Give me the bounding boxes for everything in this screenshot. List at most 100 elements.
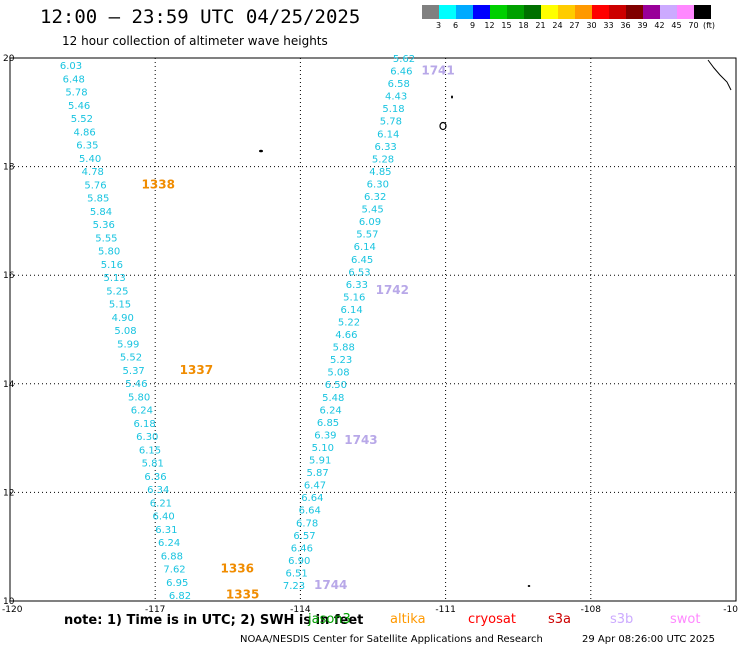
island-dot [259,149,263,153]
wave-height-value: 6.95 [166,578,188,589]
legend-swatch [456,5,473,19]
coastline [259,59,732,587]
legend-label: 30 [586,21,597,30]
wave-height-value: 6.30 [136,432,158,443]
wave-height-value: 5.76 [84,180,106,191]
pass-time-label: 1744 [314,578,347,592]
wave-height-value: 4.78 [82,167,104,178]
mission-label-swot: swot [670,612,701,627]
island-dot [451,95,453,99]
wave-height-value: 6.51 [285,568,307,579]
legend-label: 70 [688,21,699,30]
wave-height-value: 5.10 [312,443,334,454]
map-title: 12:00 – 23:59 UTC 04/25/2025 [40,6,361,28]
coastline-segment [707,59,732,91]
gridlines [10,58,736,601]
legend-label: 12 [484,21,495,30]
lon-tick-label: -10 [723,605,738,615]
wave-height-value: 5.87 [306,468,328,479]
legend-swatches [422,5,715,19]
mission-label-s3a: s3a [548,612,572,627]
wave-height-value: 5.25 [106,286,128,297]
legend-label: 42 [654,21,665,30]
lon-tick-label: -120 [2,605,23,615]
mission-label-altika: altika [390,612,426,627]
wave-height-value: 6.30 [367,179,389,190]
legend-swatch [677,5,694,19]
wave-height-value: 6.03 [60,61,82,72]
legend-label: 18 [518,21,529,30]
wave-height-value: 5.16 [343,292,365,303]
map-frame [9,57,737,602]
legend-swatch [524,5,541,19]
wave-height-value: 5.88 [333,343,355,354]
wave-height-value: 6.14 [340,305,362,316]
legend-label: 24 [552,21,563,30]
wave-height-value: 4.86 [73,127,95,138]
footer-timestamp: 29 Apr 08:26:00 UTC 2025 [582,634,715,645]
lat-tick-label: 10 [3,597,15,607]
wave-height-value: 6.14 [354,242,376,253]
pass-time-label: 1743 [344,433,377,447]
wave-height-value: 5.99 [117,339,139,350]
legend-label: 21 [535,21,546,30]
wave-height-value: 5.62 [393,54,415,65]
lat-tick-label: 12 [3,488,14,498]
wave-height-value: 6.15 [139,445,161,456]
legend-swatch [490,5,507,19]
wave-height-value: 6.57 [293,531,315,542]
wave-height-value: 5.78 [380,117,402,128]
wave-height-value: 5.15 [109,300,131,311]
wave-height-value: 6.78 [296,518,318,529]
legend-swatch [507,5,524,19]
wave-height-value: 5.78 [65,88,87,99]
legend-label: 9 [469,21,476,30]
wave-height-value: 4.66 [335,330,357,341]
tick-labels: -120 -117 -114 -111 -108 -10 20 18 16 14 12 10 [2,54,738,615]
mission-label-s3b: s3b [610,612,634,627]
wave-height-value: 6.24 [320,405,342,416]
legend-label: 27 [569,21,580,30]
wave-height-value: 6.53 [348,267,370,278]
wave-height-value: 7.23 [283,581,305,592]
wave-height-value: 5.55 [95,233,117,244]
lon-tick-label: -111 [435,605,455,615]
wave-height-value: 6.39 [314,430,336,441]
wave-height-value: 5.91 [309,456,331,467]
pass-time-label: 1338 [142,177,175,191]
pass-time-label: 1336 [221,562,254,576]
wave-height-value: 6.64 [299,506,321,517]
wave-height-value: 6.47 [304,481,326,492]
wave-height-value: 6.85 [317,418,339,429]
wave-height-value: 6.33 [375,142,397,153]
lat-tick-label: 20 [3,54,15,64]
lon-tick-label: -114 [290,605,311,615]
legend-label: 15 [501,21,512,30]
wave-height-value: 5.52 [120,353,142,364]
legend-label: 6 [452,21,459,30]
wave-height-value: 6.82 [169,591,191,602]
wave-height-value: 6.46 [291,543,313,554]
legend-swatch [575,5,592,19]
legend-label: 39 [637,21,648,30]
wave-height-value: 5.85 [87,194,109,205]
wave-height-value: 6.24 [158,538,180,549]
wave-height-value: 5.36 [93,220,115,231]
map-subtitle: 12 hour collection of altimeter wave hei… [62,34,328,48]
wave-height-value: 5.18 [382,104,404,115]
legend-labels: 3 6 9 12 15 18 21 24 27 30 33 36 39 42 45 70 (ft) [422,21,715,30]
wave-height-value: 7.62 [163,565,185,576]
wave-height-value: 6.64 [301,493,323,504]
wave-height-value: 5.52 [71,114,93,125]
wave-height-value: 5.80 [98,247,120,258]
pass-time-label: 1741 [421,64,454,78]
legend-swatch [473,5,490,19]
wave-height-value: 6.33 [346,280,368,291]
wave-height-value: 6.48 [63,74,85,85]
legend-swatch [694,5,711,19]
wave-height-value: 6.31 [155,525,177,536]
wave-height-value: 6.50 [325,380,347,391]
wave-height-value: 5.23 [330,355,352,366]
legend-swatch [558,5,575,19]
